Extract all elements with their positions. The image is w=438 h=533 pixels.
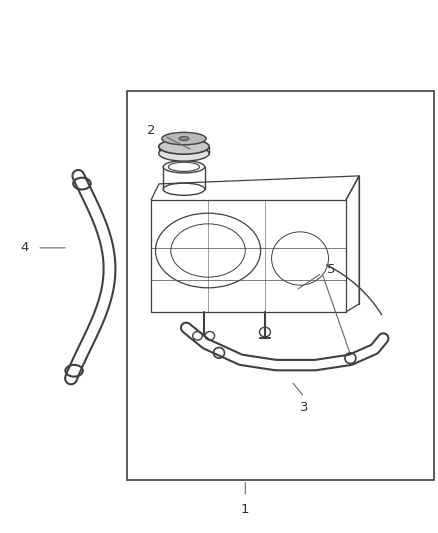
Ellipse shape (179, 136, 189, 141)
Text: 5: 5 (326, 263, 335, 276)
Bar (127, 91, 434, 480)
Text: 1: 1 (241, 503, 250, 515)
Ellipse shape (159, 139, 209, 154)
Ellipse shape (162, 132, 206, 145)
Text: 4: 4 (20, 241, 28, 254)
Text: 2: 2 (147, 124, 155, 137)
Text: 3: 3 (300, 401, 309, 414)
Ellipse shape (159, 146, 209, 161)
